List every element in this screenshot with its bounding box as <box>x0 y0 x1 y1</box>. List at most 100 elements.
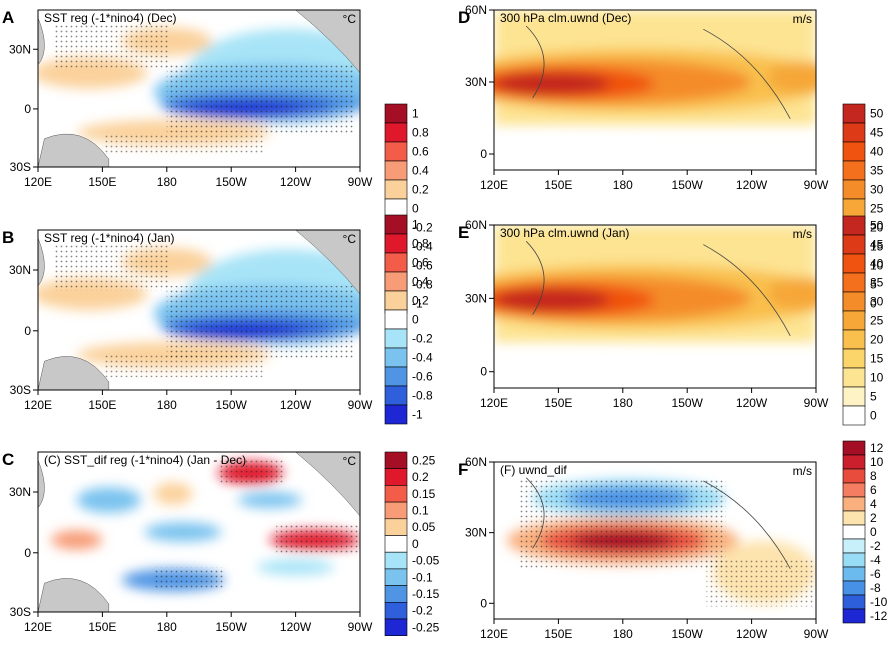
unit-label: m/s <box>793 12 812 26</box>
colorbar-swatch <box>384 347 408 368</box>
colorbar-swatch <box>384 385 408 406</box>
land-australia <box>38 133 110 167</box>
colorbar-swatch <box>842 524 866 540</box>
x-tick-label: 90W <box>804 627 829 641</box>
colorbar-label: 0 <box>412 537 419 551</box>
colorbar-label: 6 <box>870 483 877 497</box>
colorbar-label: 0.2 <box>412 294 429 308</box>
colorbar-swatch <box>384 585 408 603</box>
x-tick-label: 120E <box>480 396 508 410</box>
colorbar-swatch <box>842 272 866 293</box>
colorbar-swatch <box>384 103 408 124</box>
panel-c: 120E 150E 180 150W 120W 90W 30N 0 30S C (C) SST_di… <box>2 450 440 637</box>
panel-title: 300 hPa clm.uwnd (Dec) <box>500 11 631 25</box>
colorbar-label: 12 <box>870 441 884 455</box>
coastline-asia <box>525 477 545 549</box>
colorbar-label: -0.25 <box>412 620 440 634</box>
significance-stipple <box>218 458 283 484</box>
x-tick-label: 150E <box>544 627 572 641</box>
x-tick-label: 180 <box>157 175 177 189</box>
colorbar-label: 0.8 <box>412 237 429 251</box>
panel-title: SST reg (-1*nino4) (Dec) <box>44 11 177 25</box>
colorbar-label: 0 <box>870 297 877 311</box>
y-tick-label: 30S <box>10 383 31 397</box>
colorbar-swatch <box>842 198 866 219</box>
colorbar-label: -0.8 <box>412 278 433 292</box>
colorbar-label: -0.4 <box>412 240 433 254</box>
contour-field <box>494 288 610 312</box>
x-tick-label: 120E <box>24 175 52 189</box>
panel-title: (C) SST_dif reg (-1*nino4) (Jan - Dec) <box>44 453 246 467</box>
y-tick-label: 60N <box>465 218 487 232</box>
colorbar-label: -1 <box>412 408 423 422</box>
colorbar-swatch <box>842 234 866 255</box>
x-tick-label: 90W <box>348 620 373 634</box>
land-australia <box>38 578 110 612</box>
significance-stipple <box>102 132 264 155</box>
unit-label: m/s <box>793 464 812 478</box>
panel-letter: A <box>2 8 14 27</box>
colorbar-swatch <box>842 310 866 331</box>
colorbar-swatch <box>842 440 866 456</box>
panel-a: 120E 150E 180 150W 120W 90W 30N 0 30S A SST reg (-… <box>2 8 433 314</box>
colorbar-label: -0.2 <box>412 221 433 235</box>
x-tick-label: 150W <box>216 175 248 189</box>
coastline-asia <box>525 25 545 99</box>
colorbar-label: 50 <box>870 219 884 233</box>
y-tick-label: 0 <box>24 102 31 116</box>
map-field <box>494 225 816 388</box>
colorbar-label: 2 <box>870 511 877 525</box>
y-tick-label: 30N <box>465 75 487 89</box>
x-tick-label: 150E <box>88 620 116 634</box>
colorbar-swatch <box>384 366 408 387</box>
colorbar-label: 25 <box>870 202 884 216</box>
panel-letter: D <box>458 8 470 27</box>
panel-title: 300 hPa clm.uwnd (Jan) <box>500 226 629 240</box>
colorbar-label: 0.4 <box>412 164 429 178</box>
colorbar-label: -12 <box>870 609 888 623</box>
contour-field <box>237 492 303 508</box>
colorbar-swatch <box>842 179 866 200</box>
colorbar-label: 0 <box>870 409 877 423</box>
x-tick-label: 150W <box>672 396 704 410</box>
panel-b: 120E 150E 180 150W 120W 90W 30N 0 30S B SST reg (-… <box>2 214 433 425</box>
x-tick-label: 180 <box>613 396 633 410</box>
map-field <box>494 462 816 619</box>
colorbar-label: 10 <box>870 455 884 469</box>
colorbar-swatch <box>384 160 408 181</box>
y-tick-label: 30N <box>465 526 487 540</box>
colorbar-swatch <box>842 482 866 498</box>
colorbar-swatch <box>384 214 408 235</box>
y-tick-label: 30N <box>465 291 487 305</box>
colorbar-label: -1 <box>412 297 423 311</box>
panel-title: (F) uwnd_dif <box>500 463 567 477</box>
x-tick-label: 120E <box>480 627 508 641</box>
colorbar-swatch <box>384 404 408 425</box>
x-tick-label: 120W <box>280 398 312 412</box>
colorbar-swatch <box>842 552 866 568</box>
x-tick-label: 150W <box>672 178 704 192</box>
colorbar-swatch <box>384 535 408 553</box>
colorbar-swatch <box>842 348 866 369</box>
x-tick-label: 150W <box>672 627 704 641</box>
x-tick-label: 120W <box>280 620 312 634</box>
contour-field <box>767 277 816 310</box>
colorbar-label: 25 <box>870 314 884 328</box>
significance-stipple <box>54 22 171 70</box>
colorbar-swatch <box>842 103 866 124</box>
colorbar: 1 0.8 0.6 0.4 0.2 0 -0.2 -0.4 -0.6 -0.8 -1 <box>384 214 433 425</box>
colorbar-swatch <box>842 291 866 312</box>
contour-field <box>494 134 649 170</box>
colorbar-swatch <box>384 568 408 586</box>
map-frame <box>37 9 361 168</box>
map-frame <box>493 224 817 389</box>
colorbar-swatch <box>842 454 866 470</box>
contour-field <box>153 482 193 505</box>
y-tick-label: 30N <box>9 263 31 277</box>
colorbar-label: 0.25 <box>412 453 436 467</box>
colorbar-label: -0.6 <box>412 259 433 273</box>
colorbar-label: 0.2 <box>412 470 429 484</box>
contour-field <box>76 487 142 513</box>
